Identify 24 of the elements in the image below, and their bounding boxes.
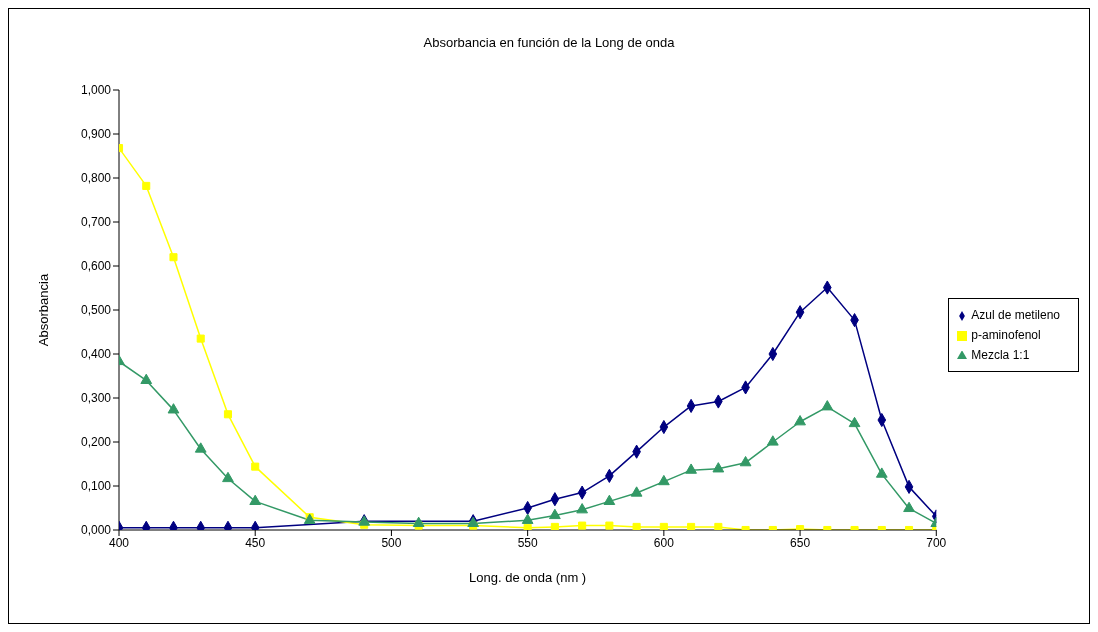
y-tick-label: 0,000 <box>80 523 112 538</box>
y-axis-title: Absorbancia <box>35 273 51 347</box>
y-tick-label: 0,400 <box>80 347 112 362</box>
x-axis-title: Long. de onda (nm ) <box>469 570 587 585</box>
y-tick-label: 1,000 <box>80 83 112 98</box>
y-tick-label: 0,900 <box>80 127 112 142</box>
y-tick-label: 0,700 <box>80 215 112 230</box>
x-tick-label: 500 <box>381 535 402 550</box>
x-tick-label: 700 <box>926 535 947 550</box>
y-tick-label: 0,500 <box>80 303 112 318</box>
x-tick-label: 550 <box>517 535 538 550</box>
x-tick-label: 450 <box>245 535 266 550</box>
y-tick-label: 0,800 <box>80 171 112 186</box>
x-tick-label: 400 <box>108 535 130 550</box>
legend-label: Azul de metileno <box>971 308 1060 322</box>
x-tick-label: 600 <box>653 535 675 550</box>
y-tick-label: 0,100 <box>80 479 112 494</box>
legend-label: Mezcla 1:1 <box>971 348 1030 362</box>
chart-title: Absorbancia en función de la Long de onda <box>422 35 676 50</box>
x-tick-label: 650 <box>790 535 811 550</box>
y-tick-label: 0,300 <box>80 391 112 406</box>
legend-label: p-aminofenol <box>971 328 1041 342</box>
y-tick-label: 0,600 <box>80 259 112 274</box>
y-tick-label: 0,200 <box>80 435 112 450</box>
